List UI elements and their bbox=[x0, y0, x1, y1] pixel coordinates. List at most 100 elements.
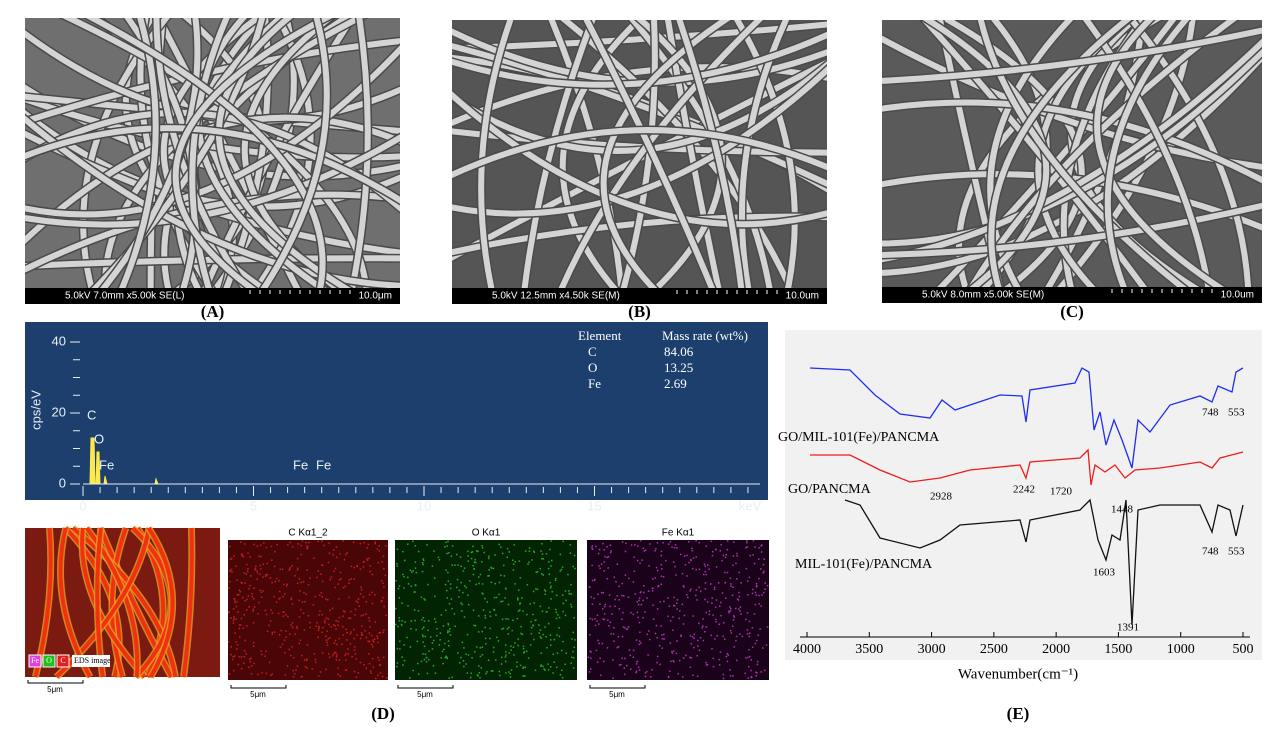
map-dot bbox=[722, 673, 725, 676]
map-dot bbox=[715, 621, 717, 623]
map-dot bbox=[755, 594, 758, 596]
map-dot bbox=[501, 552, 504, 555]
map-dot bbox=[306, 546, 309, 549]
map-dot bbox=[760, 605, 762, 607]
map-dot bbox=[477, 675, 479, 677]
map-dot bbox=[385, 614, 387, 617]
map-dot bbox=[231, 658, 234, 661]
map-dot bbox=[447, 540, 449, 543]
map-dot bbox=[446, 545, 449, 547]
map-dot bbox=[266, 630, 269, 632]
map-dot bbox=[288, 569, 291, 571]
map-dot bbox=[304, 600, 306, 603]
map-dot bbox=[640, 603, 643, 606]
map-dot bbox=[235, 605, 238, 608]
table-cell: Fe bbox=[588, 376, 601, 391]
fiber bbox=[452, 66, 827, 217]
map-dot bbox=[724, 556, 727, 559]
map-dot bbox=[321, 540, 323, 542]
map-dot bbox=[285, 636, 287, 638]
map-dot bbox=[378, 545, 380, 547]
map-dot bbox=[301, 654, 303, 657]
map-dot bbox=[383, 586, 385, 588]
map-dot bbox=[321, 580, 324, 583]
map-dot bbox=[243, 614, 246, 616]
map-dot bbox=[517, 598, 519, 601]
map-dot bbox=[385, 545, 387, 547]
map-dot bbox=[550, 540, 552, 542]
map-dot bbox=[624, 657, 626, 660]
map-dot bbox=[689, 635, 692, 637]
map-dot bbox=[362, 614, 365, 616]
map-dot bbox=[548, 607, 550, 609]
map-dot bbox=[382, 631, 384, 634]
map-dot bbox=[704, 630, 706, 633]
map-dot bbox=[522, 652, 525, 654]
map-dot bbox=[501, 628, 503, 630]
map-dot bbox=[457, 652, 459, 654]
map-dot bbox=[626, 664, 628, 667]
map-dot bbox=[532, 613, 534, 616]
map-dot bbox=[371, 573, 374, 576]
map-dot bbox=[562, 640, 564, 643]
map-dot bbox=[505, 660, 507, 663]
map-dot bbox=[519, 609, 521, 611]
map-dot bbox=[474, 624, 477, 627]
map-dot bbox=[240, 667, 243, 670]
map-dot bbox=[439, 632, 442, 634]
map-dot bbox=[643, 550, 646, 552]
map-dot bbox=[547, 663, 549, 665]
map-dot bbox=[766, 626, 769, 628]
fiber bbox=[882, 27, 1262, 84]
map-dot bbox=[292, 657, 295, 659]
map-dot bbox=[415, 628, 417, 631]
map-dot bbox=[265, 672, 268, 675]
map-dot bbox=[591, 603, 594, 606]
map-dot bbox=[490, 581, 493, 584]
map-dot bbox=[260, 591, 263, 594]
map-dot bbox=[725, 655, 728, 658]
map-dot bbox=[242, 596, 244, 599]
map-dot bbox=[458, 589, 461, 592]
map-dot bbox=[652, 604, 654, 606]
map-dot bbox=[513, 654, 515, 656]
map-dot bbox=[748, 576, 751, 579]
map-dot bbox=[264, 655, 267, 657]
map-dot bbox=[271, 633, 273, 635]
map-dot bbox=[462, 660, 465, 662]
map-dot bbox=[733, 646, 736, 648]
map-dot bbox=[763, 669, 766, 672]
map-dot bbox=[735, 607, 737, 610]
map-dot bbox=[672, 604, 675, 607]
map-dot bbox=[606, 556, 608, 559]
map-dot bbox=[399, 640, 401, 643]
map-dot bbox=[309, 621, 311, 624]
map-dot bbox=[440, 657, 443, 659]
map-dot bbox=[480, 667, 483, 669]
map-dot bbox=[632, 656, 635, 659]
map-dot bbox=[656, 608, 659, 610]
map-dot bbox=[562, 540, 564, 543]
map-dot bbox=[474, 558, 476, 561]
map-dot bbox=[514, 642, 516, 644]
map-dot bbox=[291, 646, 293, 648]
map-dot bbox=[720, 614, 722, 617]
map-dot bbox=[306, 658, 308, 660]
map-dot bbox=[610, 550, 612, 552]
map-dot bbox=[343, 558, 346, 561]
map-dot bbox=[700, 590, 702, 593]
map-dot bbox=[420, 660, 423, 663]
map-dot bbox=[371, 602, 374, 605]
map-dot bbox=[348, 617, 350, 619]
x-tick-label: 3500 bbox=[855, 642, 883, 657]
map-dot bbox=[277, 612, 280, 615]
map-dot bbox=[570, 583, 572, 586]
map-dot bbox=[398, 585, 401, 587]
map-dot bbox=[714, 638, 716, 640]
map-dot bbox=[722, 622, 725, 624]
map-dot bbox=[599, 567, 601, 570]
fiber bbox=[260, 18, 330, 288]
map-dot bbox=[647, 590, 650, 592]
map-dot bbox=[366, 547, 369, 549]
